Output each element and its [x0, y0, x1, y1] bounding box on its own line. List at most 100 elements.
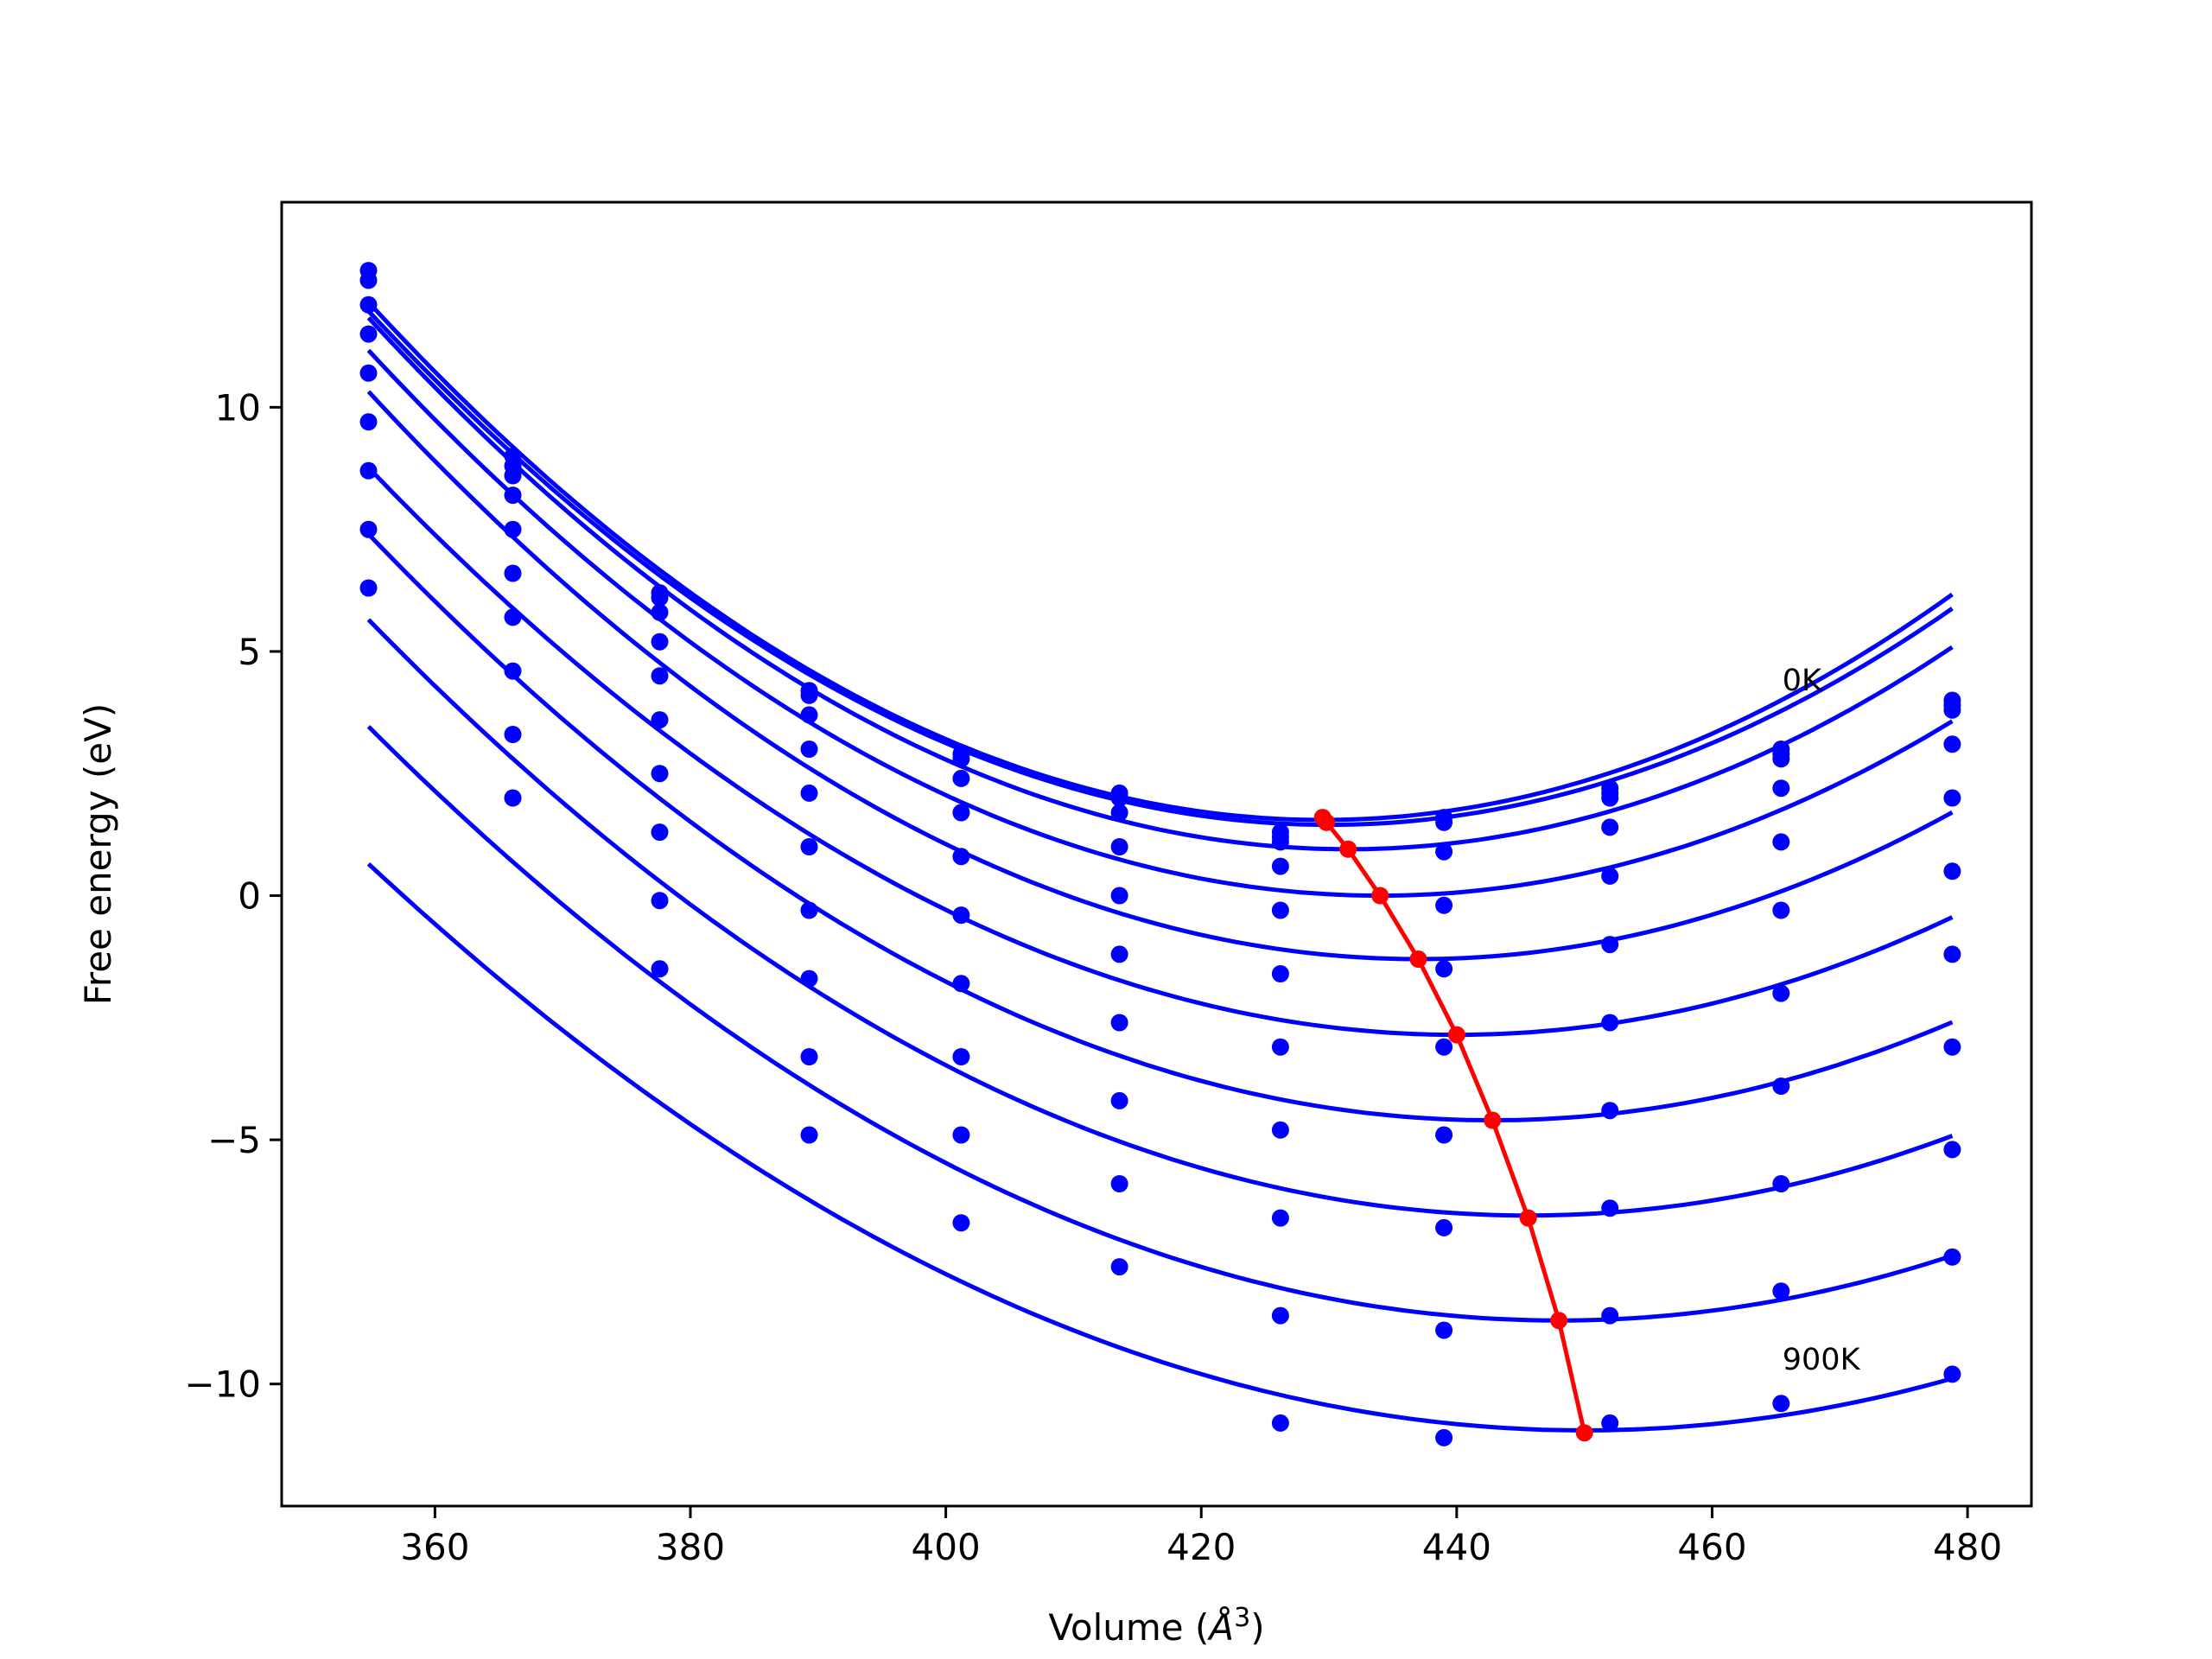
data-point-s6-8: [1601, 1014, 1619, 1032]
data-point-s5-3: [800, 838, 818, 855]
data-point-s7-10: [1943, 1038, 1961, 1056]
data-point-s8-10: [1943, 1141, 1961, 1159]
data-point-s10-10: [1943, 1365, 1961, 1383]
data-point-s1-2: [651, 588, 669, 607]
data-point-s9-2: [651, 960, 669, 978]
data-point-s10-9: [1772, 1395, 1790, 1413]
data-point-s8-4: [952, 1126, 970, 1144]
data-point-s3-9: [1772, 779, 1790, 798]
data-point-s3-2: [651, 632, 669, 651]
y-tick-label-10: 10: [215, 386, 261, 429]
data-point-s6-4: [952, 975, 970, 993]
data-point-s2-0: [359, 296, 378, 314]
data-point-s4-7: [1435, 960, 1453, 978]
fit-curve-1: [366, 309, 1954, 828]
data-point-s2-3: [800, 706, 818, 724]
minimum-point-2: [1339, 840, 1357, 858]
x-tick-label-480: 480: [1933, 1526, 2002, 1568]
minimum-point-5: [1447, 1026, 1465, 1044]
data-point-s3-0: [359, 325, 378, 343]
y-tick-label-0: 0: [238, 875, 261, 918]
fit-curve-2: [366, 316, 1954, 852]
data-point-s4-4: [952, 848, 970, 866]
fit-curve-8: [366, 725, 1954, 1323]
fit-curve-5: [366, 466, 1954, 1038]
data-point-s6-1: [504, 608, 522, 626]
data-point-s3-7: [1435, 896, 1453, 914]
data-point-s5-6: [1271, 965, 1289, 982]
minimum-point-7: [1519, 1209, 1537, 1227]
data-point-s9-6: [1271, 1306, 1289, 1325]
data-point-s1-4: [952, 750, 970, 768]
data-point-s2-1: [504, 467, 522, 485]
data-point-s6-3: [800, 901, 818, 919]
data-point-s6-6: [1271, 1038, 1289, 1056]
y-tick-label--5: −5: [207, 1119, 261, 1161]
x-axis-label-unit: Å: [1206, 1605, 1234, 1649]
data-point-s2-6: [1271, 833, 1289, 851]
y-tick-label--10: −10: [184, 1363, 261, 1406]
data-point-s7-6: [1271, 1121, 1289, 1139]
fit-curves: [366, 301, 1954, 1433]
data-points: [359, 262, 1961, 1446]
data-point-s7-4: [952, 1048, 970, 1065]
data-point-s2-9: [1772, 750, 1790, 768]
data-point-s4-10: [1943, 789, 1961, 807]
data-point-s8-8: [1601, 1199, 1619, 1217]
minimum-point-8: [1550, 1312, 1568, 1330]
data-point-s5-10: [1943, 862, 1961, 880]
x-axis-label-prefix: Volume (: [1048, 1606, 1209, 1649]
minimum-point-4: [1409, 950, 1427, 968]
minimum-point-6: [1484, 1111, 1502, 1129]
data-point-s3-8: [1601, 818, 1619, 836]
data-point-s2-4: [952, 769, 970, 787]
minimum-point-3: [1371, 887, 1389, 905]
fit-curve-0: [366, 301, 1954, 823]
data-point-s8-7: [1435, 1321, 1453, 1339]
data-point-s4-5: [1110, 887, 1128, 905]
data-point-s1-7: [1435, 813, 1453, 831]
annotations: 0K 900K: [1783, 664, 1861, 1377]
data-point-s3-10: [1943, 735, 1961, 753]
x-tick-label-420: 420: [1166, 1526, 1236, 1568]
data-point-s4-0: [359, 364, 378, 382]
data-point-s4-2: [651, 667, 669, 685]
data-point-s5-2: [651, 711, 669, 729]
data-point-s3-3: [800, 741, 818, 758]
data-point-s5-4: [952, 906, 970, 925]
y-tick-label-5: 5: [238, 631, 261, 673]
fit-curve-9: [366, 861, 1954, 1433]
fit-curve-4: [366, 390, 1954, 962]
data-point-s2-10: [1943, 701, 1961, 719]
data-point-s6-0: [359, 461, 378, 480]
x-tick-label-380: 380: [656, 1526, 725, 1568]
data-point-s3-4: [952, 804, 970, 822]
data-point-s3-6: [1271, 857, 1289, 875]
y-axis-label: Free energy (eV): [77, 703, 119, 1006]
data-point-s1-5: [1110, 789, 1128, 807]
data-point-s6-5: [1110, 1014, 1128, 1032]
data-point-s7-5: [1110, 1091, 1128, 1109]
data-point-s5-5: [1110, 945, 1128, 963]
data-point-s5-1: [504, 564, 522, 582]
data-point-s9-4: [952, 1214, 970, 1232]
data-point-s9-1: [504, 789, 522, 807]
x-tick-label-440: 440: [1422, 1526, 1491, 1568]
data-point-s5-0: [359, 413, 378, 431]
data-point-s7-8: [1601, 1102, 1619, 1120]
x-axis-label-suffix: ): [1250, 1606, 1264, 1649]
data-point-s5-7: [1435, 1038, 1453, 1056]
data-point-s2-8: [1601, 789, 1619, 807]
data-point-s7-7: [1435, 1218, 1453, 1236]
data-point-s6-10: [1943, 945, 1961, 963]
data-point-s1-0: [359, 271, 378, 289]
data-point-s7-1: [504, 662, 522, 680]
data-point-s6-2: [651, 765, 669, 783]
x-tick-label-460: 460: [1677, 1526, 1746, 1568]
data-point-s9-8: [1601, 1306, 1619, 1325]
data-point-s4-9: [1772, 833, 1790, 851]
data-point-s3-1: [504, 486, 522, 505]
fit-curve-7: [366, 618, 1954, 1218]
data-point-s9-5: [1110, 1258, 1128, 1276]
